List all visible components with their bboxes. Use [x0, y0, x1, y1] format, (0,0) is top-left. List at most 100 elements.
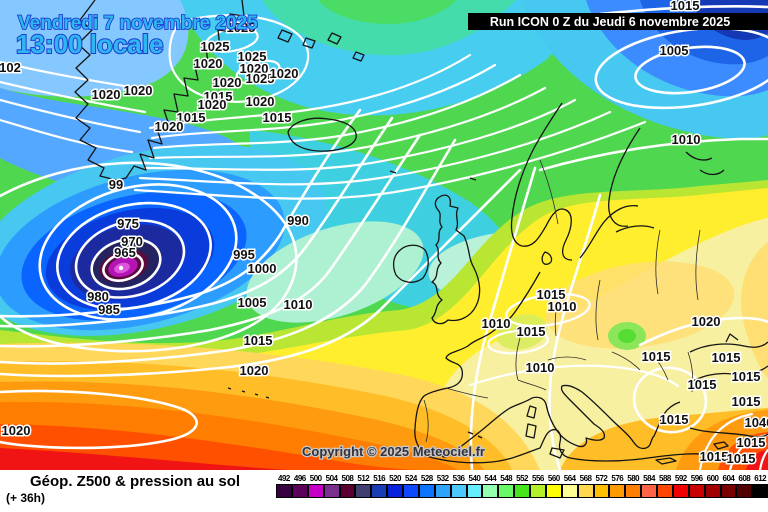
- legend-cell: 588: [657, 474, 673, 498]
- legend-cell: 528: [418, 474, 435, 498]
- pressure-label: 1020: [213, 75, 242, 90]
- legend-value: 584: [643, 474, 655, 483]
- legend-value: 560: [547, 474, 560, 483]
- legend-cell: 532: [434, 474, 451, 498]
- weather-map: 102 1020 1020 1025 1025 1025 1020 1020 1025 1020 1…: [0, 0, 768, 470]
- pressure-label: 965: [114, 245, 136, 260]
- pressure-label: 1025: [227, 20, 256, 35]
- pressure-label: 1020: [198, 97, 227, 112]
- legend-color-box: [387, 484, 403, 498]
- legend-value: 608: [738, 474, 751, 483]
- legend-value: 520: [389, 474, 401, 483]
- legend-cell: 580: [625, 474, 642, 498]
- pressure-label: 1010: [482, 316, 511, 331]
- legend-value: 540: [468, 474, 481, 483]
- legend-color-box: [736, 484, 753, 498]
- copyright-text: Copyright © 2025 Meteociel.fr: [302, 444, 485, 459]
- legend-value: 580: [627, 474, 640, 483]
- pressure-label: 1015: [727, 451, 756, 466]
- pressure-label: 985: [98, 302, 120, 317]
- legend-cell: 572: [593, 474, 610, 498]
- run-info-bar: Run ICON 0 Z du Jeudi 6 novembre 2025: [468, 13, 768, 30]
- pressure-label: 1025: [246, 71, 275, 86]
- pressure-label: 1015: [671, 0, 700, 13]
- legend-value: 604: [722, 474, 735, 483]
- legend-scale: 492 496 500 504 508 512 516 520 524 528 532 536 540 5…: [276, 474, 768, 498]
- pressure-label: 1015: [700, 449, 729, 464]
- legend-color-box: [418, 484, 435, 498]
- legend-color-box: [323, 484, 340, 498]
- legend-cell: 496: [291, 474, 308, 498]
- legend-value: 544: [484, 474, 497, 483]
- legend-color-box: [752, 484, 768, 498]
- legend-value: 532: [436, 474, 449, 483]
- legend-value: 492: [278, 474, 290, 483]
- legend-color-box: [561, 484, 578, 498]
- legend-value: 592: [674, 474, 687, 483]
- legend-cell: 612: [752, 474, 768, 498]
- legend-cell: 600: [704, 474, 721, 498]
- isobar-lines: [0, 5, 768, 470]
- legend-color-box: [672, 484, 689, 498]
- pressure-label: 1020: [124, 83, 153, 98]
- legend-cell: 500: [307, 474, 324, 498]
- legend-cell: 516: [371, 474, 388, 498]
- legend-cell: 508: [339, 474, 356, 498]
- legend-value: 524: [405, 474, 417, 483]
- legend-color-box: [355, 484, 372, 498]
- legend-cell: 560: [545, 474, 562, 498]
- legend-cell: 576: [609, 474, 626, 498]
- legend-cell: 520: [387, 474, 403, 498]
- legend-cell: 568: [577, 474, 594, 498]
- legend-value: 600: [706, 474, 719, 483]
- pressure-label: 1005: [660, 43, 689, 58]
- legend-cell: 536: [450, 474, 467, 498]
- pressure-label: 99: [109, 177, 123, 192]
- legend-color-box: [482, 484, 499, 498]
- pressure-label: 1015: [537, 287, 566, 302]
- legend-color-box: [688, 484, 705, 498]
- legend-color-box: [609, 484, 626, 498]
- legend-value: 588: [659, 474, 671, 483]
- legend-color-box: [403, 484, 419, 498]
- legend-value: 552: [516, 474, 528, 483]
- pressure-label: 1015: [688, 377, 717, 392]
- legend-value: 596: [690, 474, 703, 483]
- legend-cell: 592: [672, 474, 689, 498]
- legend-color-box: [720, 484, 737, 498]
- forecast-time-text: 13:00 locale: [16, 29, 163, 59]
- legend-value: 564: [563, 474, 576, 483]
- pressure-label: 1015: [737, 435, 766, 450]
- legend-color-box: [577, 484, 594, 498]
- pressure-label: 1040: [745, 415, 768, 430]
- pressure-label: 102: [0, 60, 21, 75]
- legend-cell: 564: [561, 474, 578, 498]
- run-info-text: Run ICON 0 Z du Jeudi 6 novembre 2025: [490, 15, 730, 29]
- legend-color-box: [704, 484, 721, 498]
- legend-value: 568: [579, 474, 592, 483]
- pressure-label: 1015: [244, 333, 273, 348]
- coastlines: [74, 0, 768, 465]
- legend-cell: 544: [482, 474, 499, 498]
- legend-color-box: [371, 484, 388, 498]
- pressure-label: 1015: [177, 110, 206, 125]
- pressure-label: 1015: [204, 89, 233, 104]
- legend-value: 504: [325, 474, 338, 483]
- pressure-label: 1025: [238, 49, 267, 64]
- legend-value: 500: [309, 474, 322, 483]
- legend-color-box: [276, 484, 292, 498]
- legend-color-box: [657, 484, 673, 498]
- legend-cell: 604: [720, 474, 737, 498]
- pressure-label: 1015: [732, 394, 761, 409]
- legend-value: 556: [532, 474, 544, 483]
- pressure-label: 1020: [155, 119, 184, 134]
- legend-value: 548: [500, 474, 513, 483]
- pressure-label: 1020: [240, 363, 269, 378]
- legend-color-box: [339, 484, 356, 498]
- legend-value: 612: [754, 474, 767, 483]
- legend-cell: 540: [466, 474, 483, 498]
- legend-color-box: [434, 484, 451, 498]
- legend-color-box: [641, 484, 657, 498]
